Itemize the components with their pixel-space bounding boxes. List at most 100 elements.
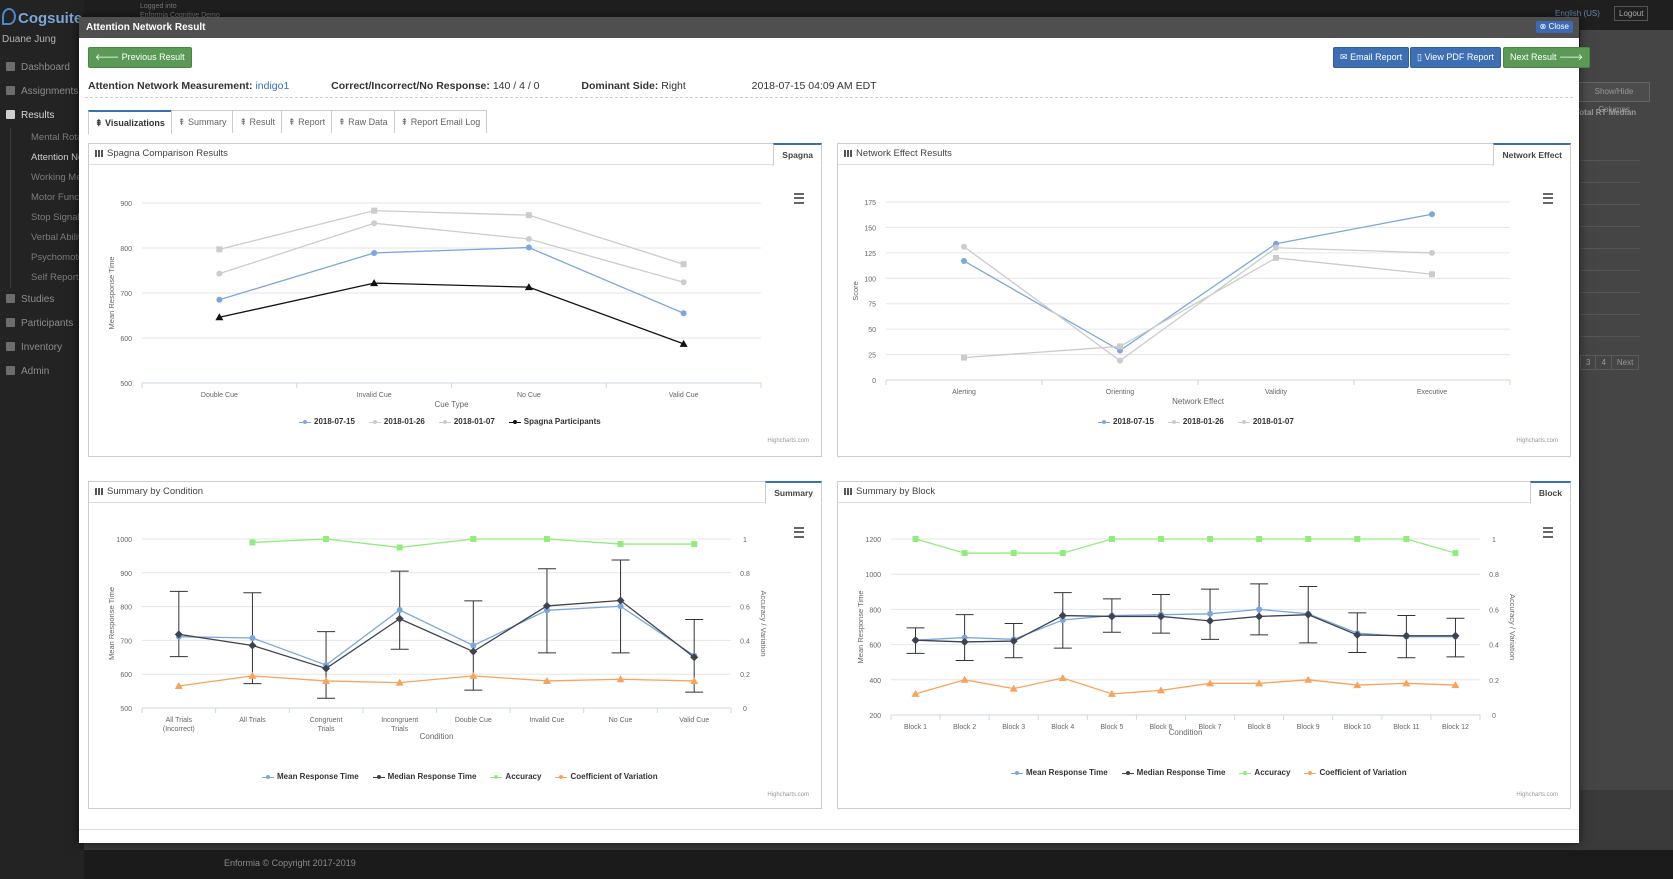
- chart-menu-icon[interactable]: [1543, 527, 1553, 538]
- legend-marker-icon: [1239, 770, 1252, 776]
- data-point: [371, 207, 378, 214]
- sidebar-sub-self-report[interactable]: Self Report: [10, 268, 84, 288]
- data-point: [1010, 550, 1017, 557]
- sidebar-sub-psychomotor[interactable]: Psychomotor: [10, 248, 84, 268]
- user-name[interactable]: Duane Jung: [2, 34, 56, 45]
- tab-summary-chart[interactable]: Summary: [765, 481, 822, 504]
- data-point: [1429, 271, 1435, 278]
- page-3-button[interactable]: 3: [1580, 355, 1597, 370]
- next-result-button[interactable]: Next Result 🡒: [1503, 47, 1591, 68]
- legend-marker-icon: [1304, 770, 1317, 776]
- chart-menu-icon[interactable]: [794, 527, 804, 538]
- legend-item[interactable]: Spagna Participants: [508, 417, 601, 426]
- tab-result[interactable]: ⇞ Result: [232, 110, 283, 133]
- logout-button[interactable]: Logout: [1614, 6, 1649, 21]
- close-button[interactable]: ⊗ Close: [1535, 21, 1573, 33]
- sidebar-sub-attention-network[interactable]: Attention Network: [10, 148, 84, 168]
- sidebar-item-dashboard[interactable]: Dashboard: [0, 56, 84, 80]
- data-point: [680, 279, 687, 286]
- legend-item[interactable]: Coefficient of Variation: [1304, 768, 1407, 777]
- legend-item[interactable]: Coefficient of Variation: [555, 772, 658, 781]
- sidebar-item-assignments[interactable]: Assignments: [0, 80, 84, 104]
- data-point: [961, 354, 967, 361]
- sidebar-sub-stop-signal[interactable]: Stop Signal: [10, 208, 84, 228]
- tab-network-effect[interactable]: Network Effect: [1493, 143, 1571, 166]
- tab-report-email-log[interactable]: ⇞ Report Email Log: [393, 110, 488, 133]
- sidebar-item-studies[interactable]: Studies: [0, 288, 84, 312]
- chart-credits[interactable]: Highcharts.com: [1516, 438, 1558, 444]
- sidebar-item-inventory[interactable]: Inventory: [0, 336, 84, 360]
- data-point: [1117, 357, 1123, 364]
- legend-item[interactable]: 2018-01-26: [368, 417, 425, 426]
- data-point: [470, 642, 477, 649]
- data-point: [680, 310, 687, 317]
- data-point: [1255, 612, 1264, 621]
- legend-item[interactable]: Mean Response Time: [1011, 768, 1108, 777]
- y2-tick-label: 1: [1492, 537, 1496, 544]
- page-4-button[interactable]: 4: [1595, 355, 1612, 370]
- background-results-table: [1580, 30, 1673, 790]
- tab-summary[interactable]: ⇞ Summary: [170, 110, 234, 133]
- tab-block[interactable]: Block: [1529, 481, 1571, 504]
- sidebar-nav: Dashboard Assignments Results Mental Rot…: [0, 56, 84, 384]
- legend-item[interactable]: 2018-01-26: [1167, 417, 1224, 426]
- y2-tick-label: 0.8: [740, 571, 750, 578]
- language-select[interactable]: English (US): [1555, 9, 1600, 18]
- chart-credits[interactable]: Highcharts.com: [1516, 792, 1558, 798]
- data-point: [1009, 684, 1018, 692]
- legend-item[interactable]: Mean Response Time: [262, 772, 359, 781]
- legend-item[interactable]: 2018-01-07: [438, 417, 495, 426]
- sidebar-sub-verbal-ability[interactable]: Verbal Ability: [10, 228, 84, 248]
- sidebar-sub-mental-rotation[interactable]: Mental Rotation: [10, 128, 84, 148]
- y-tick-label: 125: [864, 251, 876, 258]
- data-point: [616, 675, 625, 683]
- sidebar-item-participants[interactable]: Participants: [0, 312, 84, 336]
- sidebar-item-results[interactable]: Results: [0, 104, 84, 128]
- data-point: [469, 647, 478, 656]
- tab-report[interactable]: ⇞ Report: [281, 110, 333, 133]
- y2-tick-label: 0.4: [740, 638, 750, 645]
- data-point: [1059, 616, 1066, 623]
- sidebar-sub-working-memory[interactable]: Working Memory: [10, 168, 84, 188]
- sidebar-sub-motor-function[interactable]: Motor Function: [10, 188, 84, 208]
- chart-menu-icon[interactable]: [1543, 193, 1553, 204]
- chart-credits[interactable]: Highcharts.com: [767, 438, 809, 444]
- data-point: [1354, 536, 1361, 542]
- x-tick-label: No Cue: [609, 717, 633, 724]
- brand-logo[interactable]: Cogsuite: [2, 8, 82, 27]
- tab-raw-data[interactable]: ⇞ Raw Data: [331, 110, 395, 133]
- chart-svg: 500 600 700 800 900 Double Cue Invalid Cue No C…: [107, 201, 762, 409]
- table-row: [1580, 248, 1640, 249]
- chart-credits[interactable]: Highcharts.com: [767, 792, 809, 798]
- tab-spagna[interactable]: Spagna: [773, 143, 822, 166]
- x-tick-label: Validity: [1265, 389, 1288, 396]
- measurement-link[interactable]: indigo1: [255, 80, 290, 92]
- sidebar-item-admin[interactable]: Admin: [0, 360, 84, 384]
- data-point: [322, 664, 331, 673]
- show-hide-columns-button[interactable]: Show/Hide Columns: [1578, 82, 1650, 114]
- x-tick-label: Invalid Cue: [529, 717, 564, 724]
- panel-header: Spagna Comparison Results Spagna: [89, 143, 822, 166]
- data-point: [542, 601, 551, 610]
- result-modal: Attention Network Result ⊗ Close 🡐 Previ…: [79, 17, 1591, 843]
- email-report-button[interactable]: ✉ Email Report: [1333, 47, 1410, 68]
- legend-item[interactable]: 2018-07-15: [1098, 417, 1154, 426]
- tab-visualizations[interactable]: ⇞ Visualizations: [88, 110, 172, 134]
- data-point: [1206, 679, 1215, 687]
- data-point: [524, 283, 533, 291]
- next-page-button[interactable]: Next: [1610, 355, 1640, 370]
- panel-header: Summary by Condition Summary: [89, 481, 822, 504]
- data-point: [617, 541, 624, 548]
- arrow-left-icon: 🡐: [95, 52, 120, 62]
- legend-item[interactable]: Accuracy: [1239, 768, 1290, 777]
- view-pdf-report-button[interactable]: ▯ View PDF Report: [1410, 47, 1501, 68]
- table-header-rt-median[interactable]: Total RT Median: [1575, 108, 1637, 117]
- legend-item[interactable]: Median Response Time: [372, 772, 476, 781]
- chart-menu-icon[interactable]: [794, 193, 804, 204]
- legend-item[interactable]: Median Response Time: [1121, 768, 1225, 777]
- legend-item[interactable]: Accuracy: [490, 772, 541, 781]
- legend-item[interactable]: 2018-01-07: [1237, 417, 1294, 426]
- legend-item[interactable]: 2018-07-15: [299, 417, 355, 426]
- previous-result-button[interactable]: 🡐 Previous Result: [88, 47, 192, 68]
- chart-legend: 2018-07-15 2018-01-26 2018-01-07: [1098, 417, 1294, 426]
